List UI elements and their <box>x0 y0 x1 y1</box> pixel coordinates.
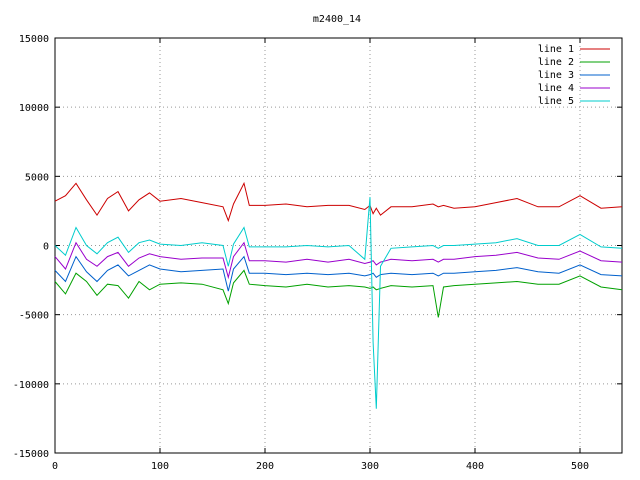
x-tick-label: 300 <box>361 461 379 472</box>
y-tick-label: 5000 <box>25 172 49 183</box>
x-axis-ticks: 0 100 200 300 400 500 <box>52 38 589 472</box>
y-tick-label: -5000 <box>19 311 49 322</box>
legend-label: line 5 <box>538 96 574 107</box>
series-line-4 <box>54 241 623 280</box>
y-axis-ticks: -15000 -10000 -5000 0 5000 10000 15000 <box>13 34 622 460</box>
y-tick-label: 10000 <box>19 103 49 114</box>
legend-label: line 4 <box>538 83 574 94</box>
chart-title: m2400_14 <box>313 14 361 25</box>
y-tick-label: 15000 <box>19 34 49 45</box>
series-line-1 <box>54 181 623 223</box>
legend-label: line 3 <box>538 70 574 81</box>
x-tick-label: 0 <box>52 461 58 472</box>
x-tick-label: 500 <box>571 461 589 472</box>
x-tick-label: 100 <box>151 461 169 472</box>
series-line-2 <box>54 269 623 318</box>
legend-label: line 1 <box>538 44 574 55</box>
legend-label: line 2 <box>538 57 574 68</box>
grid <box>55 38 622 453</box>
y-tick-label: -15000 <box>13 449 49 460</box>
y-tick-label: 0 <box>43 242 49 253</box>
series-lines <box>54 181 623 409</box>
y-tick-label: -10000 <box>13 380 49 391</box>
series-line-5 <box>54 197 623 409</box>
x-tick-label: 200 <box>256 461 274 472</box>
series-line-3 <box>54 255 623 292</box>
x-tick-label: 400 <box>466 461 484 472</box>
legend: line 1 line 2 line 3 line 4 line 5 <box>538 44 610 107</box>
